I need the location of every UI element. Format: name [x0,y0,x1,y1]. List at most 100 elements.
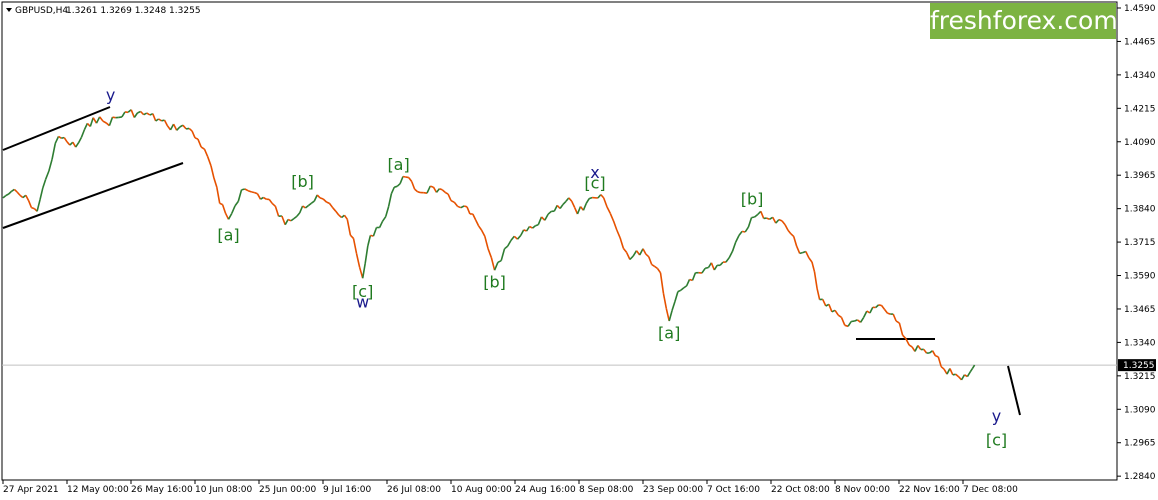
price-segment [146,112,151,116]
price-segment [338,214,343,219]
price-segment [262,196,267,200]
price-segment [821,298,827,307]
price-segment [917,345,922,351]
price-segment [898,322,904,336]
x-tick-label: 12 May 00:00 [67,485,129,495]
price-segment [83,123,89,130]
price-segment [529,225,533,229]
price-segment [665,308,670,322]
price-segment [77,136,83,144]
price-segment [343,214,348,220]
price-segment [775,219,780,224]
price-segment [435,188,441,193]
price-segment [130,109,136,118]
price-segment [875,304,880,309]
price-segment [54,136,60,144]
price-axis-ticks: 1.4590 1.4465 1.4340 1.4215 1.4090 1.3965 1.38… [1117,4,1156,482]
price-segment [683,285,688,289]
price-segment [219,202,223,206]
price-segment [689,278,693,282]
price-segment [450,199,455,204]
price-segment [457,205,462,209]
price-segment [152,113,157,122]
price-segment [523,229,527,232]
price-segment [72,141,77,148]
price-segment [582,202,588,211]
wave-label: [c] [584,174,605,193]
price-segment [960,374,966,381]
price-segment [813,271,818,289]
price-segment [923,348,928,354]
price-segment [701,267,706,274]
x-tick-label: 26 May 16:00 [131,485,193,495]
price-segment [453,201,459,207]
x-tick-label: 7 Oct 16:00 [707,485,760,495]
price-segment [430,185,434,188]
price-segment [493,261,499,271]
channel-upper-line [2,106,111,151]
price-segment [751,216,755,219]
price-segment [705,266,709,270]
price-segment [680,287,685,291]
price-segment [895,320,900,324]
price-segment [92,117,98,124]
price-segment [588,196,593,200]
wave-label: w [356,293,369,312]
x-tick-label: 10 Jun 08:00 [195,485,252,495]
price-segment [352,238,358,254]
price-segment [585,198,590,204]
price-segment [42,178,47,189]
x-tick-label: 22 Nov 16:00 [899,485,960,495]
wave-labels: y[a][b][c]w[a][b]x[c][a][b]y[c] [106,85,1007,449]
header-dropdown-icon[interactable] [6,8,12,12]
price-segment [568,197,573,202]
price-segment [405,176,409,179]
price-segment [573,207,579,215]
price-segment [254,191,258,195]
wave-label: [b] [291,172,314,191]
price-segment [319,197,324,200]
price-segment [310,200,315,204]
wave-label: [a] [387,155,409,174]
price-segment [525,226,531,232]
price-segment [562,200,567,205]
price-segment [859,316,865,323]
price-segment [905,338,910,346]
price-segment [500,248,506,261]
price-segment [80,129,86,138]
price-segment [645,253,650,258]
price-segment [966,371,971,378]
price-segment [738,230,743,236]
y-tick-label: 1.4465 [1124,37,1156,47]
price-segment [108,116,114,126]
wave-label: [c] [352,282,373,301]
header-symbol: GBPUSD,H4 [15,6,68,16]
price-segment [447,193,452,201]
wave-label: [b] [741,190,764,209]
price-segment [799,251,803,255]
price-segment [364,245,369,264]
price-segment [463,205,468,208]
price-segment [237,189,243,202]
y-tick-label: 1.3090 [1124,405,1156,415]
price-segment [671,301,676,311]
price-segment [441,189,446,193]
price-segment [503,245,509,250]
price-segment [831,309,836,313]
price-segment [89,117,94,127]
price-segment [808,257,813,263]
current-price-label: 1.3255 [1123,361,1155,371]
price-segment [305,204,309,209]
price-segment [544,213,549,221]
y-tick-label: 1.3590 [1124,272,1156,282]
price-segment [390,186,396,195]
price-segment [155,118,160,122]
price-segment [616,229,621,239]
price-segment [892,313,897,322]
price-segment [308,202,312,207]
price-segment [328,202,334,209]
price-segment [163,119,169,127]
price-segment [937,356,942,367]
x-tick-label: 26 Jul 08:00 [387,485,441,495]
price-segment [931,350,937,357]
